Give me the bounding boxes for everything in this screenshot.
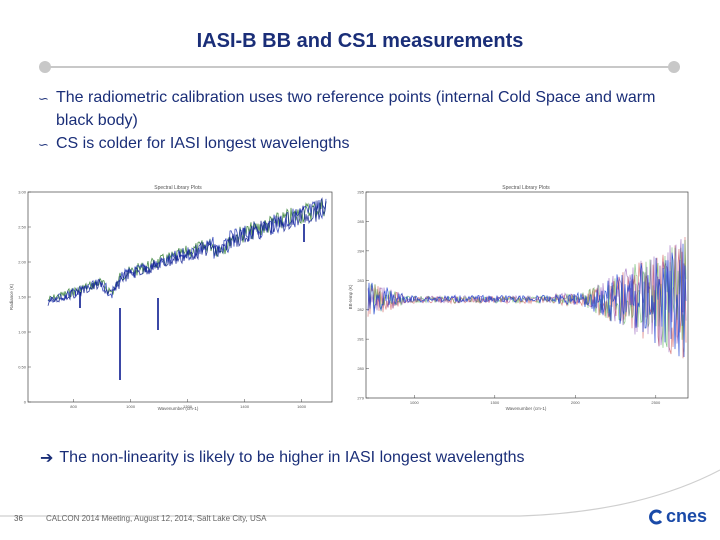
x-tick-label: 1400 (240, 404, 250, 409)
cnes-logo-text: cnes (666, 506, 708, 526)
footer-curve (0, 469, 720, 517)
left-chart-xlabel: Wavenumber (cm-1) (158, 406, 199, 411)
right-chart-xticks: 1000 1500 2000 2500 (410, 395, 661, 405)
bullet-text: The radiometric calibration uses two ref… (56, 89, 656, 129)
y-tick-label: 282 (357, 307, 364, 312)
right-chart-frame (365, 191, 689, 399)
arrow-right-icon: ➔ (40, 450, 54, 467)
conclusion-line: ➔ The non-linearity is likely to be high… (40, 448, 525, 468)
left-trace (47, 197, 327, 306)
y-tick-label: 0.50 (18, 365, 27, 370)
cnes-logo-icon (649, 509, 663, 524)
x-tick-label: 1600 (297, 404, 307, 409)
right-chart-ylabel: BB-temp (K) (348, 284, 353, 309)
y-tick-label: 279 (357, 396, 364, 401)
y-tick-label: 3.00 (18, 190, 27, 195)
y-tick-label: 1.50 (18, 295, 27, 300)
left-chart-yticks: 3.00 2.50 2.00 1.50 1.00 0.50 0 (18, 190, 31, 405)
footer-swoosh (0, 469, 720, 517)
right-chart-title: Spectral Library Plots (502, 185, 550, 191)
left-chart: Spectral Library Plots Wavenumber (cm-1)… (8, 180, 342, 412)
y-tick-label: 281 (357, 337, 364, 342)
x-tick-label: 2000 (571, 400, 581, 405)
right-chart: Spectral Library Plots Wavenumber (cm-1)… (346, 180, 694, 412)
x-tick-label: 1000 (410, 400, 420, 405)
left-chart-xticks: 800 1000 1200 1400 1600 (70, 399, 307, 409)
bullet-item: ∽ CS is colder for IASI longest waveleng… (38, 132, 688, 156)
bullet-swirl-icon: ∽ (38, 137, 49, 152)
title-divider (44, 66, 674, 68)
y-tick-label: 0 (24, 400, 27, 405)
right-chart-xlabel: Wavenumber (cm-1) (506, 406, 547, 411)
bullet-swirl-icon: ∽ (38, 91, 49, 106)
left-chart-traces (47, 197, 327, 380)
y-tick-label: 283 (357, 278, 364, 283)
footer-text: CALCON 2014 Meeting, August 12, 2014, Sa… (46, 514, 267, 523)
x-tick-label: 1200 (183, 404, 193, 409)
bullet-list: ∽ The radiometric calibration uses two r… (38, 86, 688, 156)
page-number: 36 (14, 514, 23, 523)
x-tick-label: 2500 (651, 400, 661, 405)
right-chart-traces (367, 236, 687, 359)
left-chart-ylabel: Radiance (K) (9, 283, 14, 310)
y-tick-label: 285 (357, 219, 364, 224)
cnes-logo: cnes (648, 506, 707, 527)
x-tick-label: 1000 (126, 404, 136, 409)
left-chart-title: Spectral Library Plots (154, 185, 202, 191)
y-tick-label: 2.50 (18, 225, 27, 230)
x-tick-label: 1500 (490, 400, 500, 405)
right-trace (367, 243, 687, 358)
y-tick-label: 1.00 (18, 330, 27, 335)
bullet-item: ∽ The radiometric calibration uses two r… (38, 86, 688, 132)
y-tick-label: 280 (357, 366, 364, 371)
x-tick-label: 800 (70, 404, 77, 409)
y-tick-label: 285 (357, 190, 364, 195)
bullet-text: CS is colder for IASI longest wavelength… (56, 135, 350, 152)
slide-title: IASI-B BB and CS1 measurements (196, 30, 524, 52)
y-tick-label: 2.00 (18, 260, 27, 265)
right-trace (367, 239, 687, 353)
conclusion-text: The non-linearity is likely to be higher… (59, 449, 525, 466)
divider-left-dot (39, 61, 51, 73)
right-chart-yticks: 285 285 284 283 282 281 280 279 (357, 190, 369, 401)
divider-right-dot (668, 61, 680, 73)
y-tick-label: 284 (357, 248, 364, 253)
